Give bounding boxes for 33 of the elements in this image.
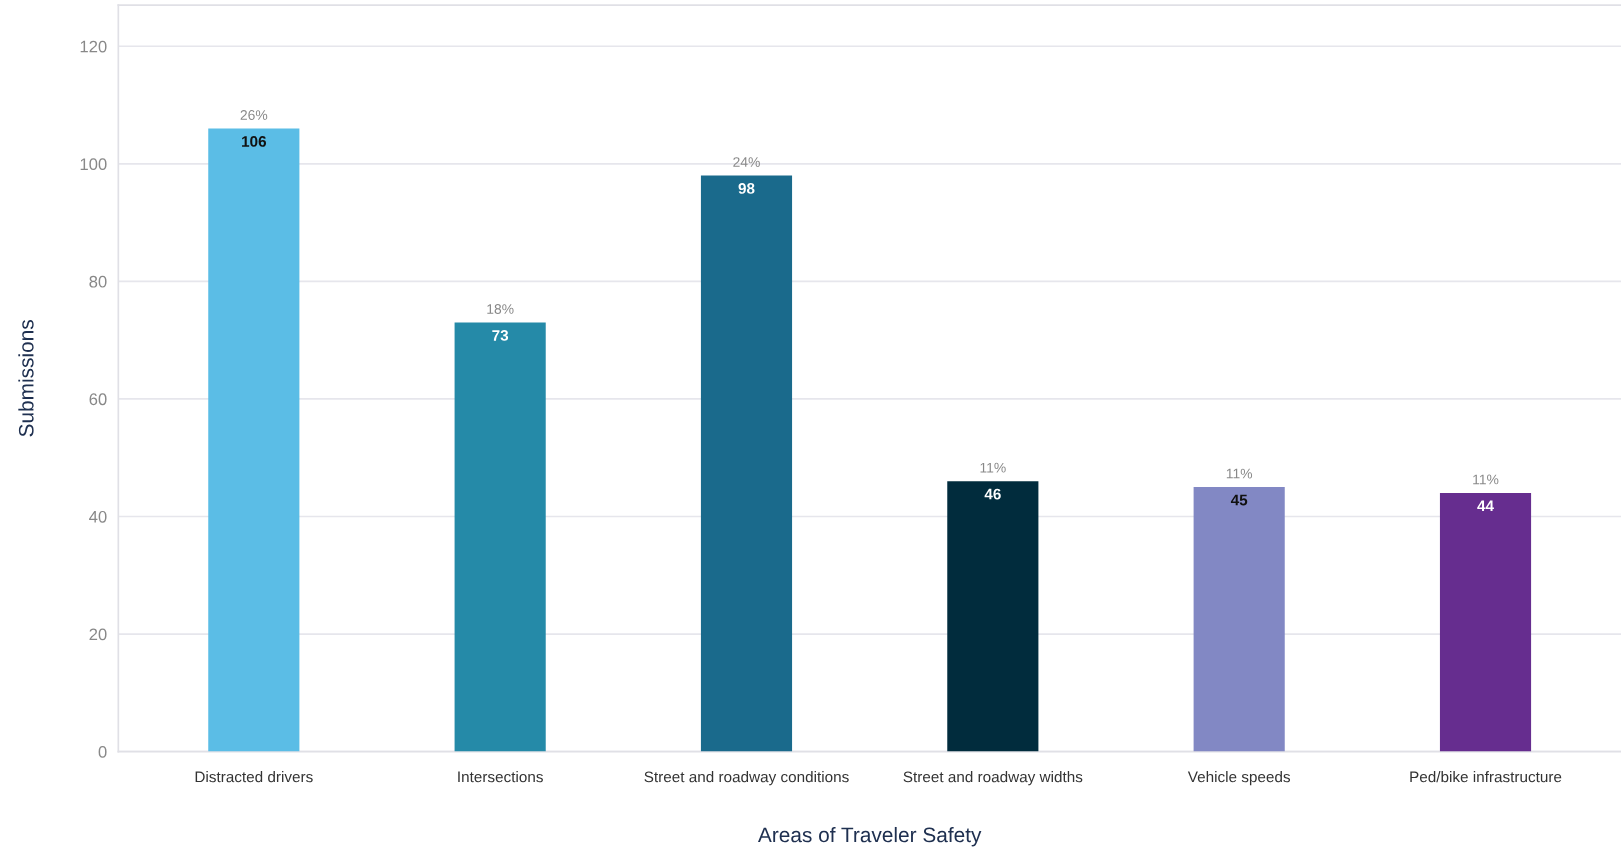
annotation: 24% <box>733 157 760 167</box>
data-label: 46 <box>984 488 1001 500</box>
y-tick-label: 100 <box>80 158 107 171</box>
annotation: 26% <box>240 110 268 120</box>
x-tick-label: Vehicle speeds <box>1187 771 1291 786</box>
y-tick-label: 0 <box>98 746 107 758</box>
y-tick-label: 40 <box>89 510 107 523</box>
data-label: 98 <box>738 183 755 194</box>
data-label: 106 <box>242 136 267 147</box>
bar <box>454 322 546 752</box>
bar <box>1439 492 1532 752</box>
data-label: 73 <box>492 330 509 341</box>
y-axis-title: Submissions <box>18 320 34 437</box>
x-tick-label: Ped/bike infrastructure <box>1410 771 1562 783</box>
annotation: 11% <box>980 462 1006 473</box>
x-tick-label: Intersections <box>458 771 543 783</box>
y-tick-label: 120 <box>80 40 107 53</box>
y-tick-label: 60 <box>89 393 107 406</box>
bar <box>947 481 1039 752</box>
bar <box>208 128 300 752</box>
y-tick-label: 20 <box>89 628 107 641</box>
annotation: 11% <box>1473 474 1499 485</box>
data-label: 44 <box>1477 500 1494 512</box>
data-label: 45 <box>1230 494 1248 506</box>
bar <box>700 175 793 752</box>
y-tick-label: 80 <box>89 275 107 288</box>
x-axis-title: Areas of Traveler Safety <box>757 826 982 847</box>
annotation: 18% <box>487 304 514 314</box>
x-tick-label: Street and roadway widths <box>903 771 1083 786</box>
x-tick-label: Street and roadway conditions <box>644 771 849 786</box>
annotation: 11% <box>1226 468 1253 479</box>
x-tick-label: Distracted drivers <box>195 771 313 783</box>
bar <box>1193 487 1285 752</box>
